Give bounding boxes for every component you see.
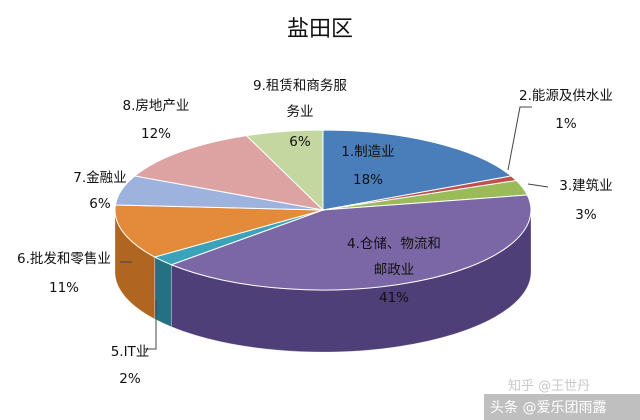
- slice-label-2: 2.能源及供水业: [519, 88, 613, 104]
- slice-label-4-line2: 邮政业: [374, 262, 415, 278]
- pie-slice-4: [169, 194, 532, 291]
- leader-line-2: [507, 106, 532, 171]
- slice-label-9-line2: 务业: [287, 104, 314, 120]
- slice-value-1: 18%: [353, 172, 383, 188]
- pie-slice-9: [245, 129, 324, 212]
- pie-slice-6: [114, 204, 324, 258]
- watermark-text: 知乎 @王世丹: [508, 378, 590, 394]
- slice-label-3: 3.建筑业: [559, 178, 612, 194]
- slice-value-9: 6%: [289, 134, 311, 150]
- slice-label-8: 8.房地产业: [123, 98, 190, 114]
- slice-value-7: 6%: [89, 196, 111, 212]
- leader-line-5: [144, 300, 157, 350]
- chart-title: 盐田区: [287, 17, 353, 42]
- pie-slice-8: [133, 135, 325, 211]
- slice-value-3: 3%: [575, 207, 597, 223]
- slice-value-2: 1%: [555, 116, 577, 132]
- credit-backdrop: [484, 394, 640, 420]
- leader-lines: [120, 106, 549, 350]
- slice-value-6: 11%: [49, 280, 79, 296]
- slice-label-7: 7.金融业: [73, 170, 126, 186]
- slice-label-5: 5.IT业: [111, 344, 150, 360]
- pie-slices: [114, 129, 532, 291]
- pie-side-walls: [114, 209, 532, 353]
- slice-label-9: 9.租赁和商务服: [253, 78, 347, 94]
- credit-text: 头条 @爱乐团雨露: [490, 399, 606, 416]
- leader-line-3: [527, 183, 549, 188]
- slice-label-6: 6.批发和零售业: [17, 251, 111, 267]
- slice-value-4: 41%: [379, 290, 409, 306]
- slice-value-5: 2%: [119, 371, 141, 387]
- pie-side-5: [154, 256, 172, 328]
- pie-slice-1: [322, 129, 513, 211]
- slice-label-4: 4.仓储、物流和: [347, 236, 441, 252]
- slice-value-8: 12%: [141, 126, 171, 142]
- slice-label-1: 1.制造业: [341, 144, 394, 160]
